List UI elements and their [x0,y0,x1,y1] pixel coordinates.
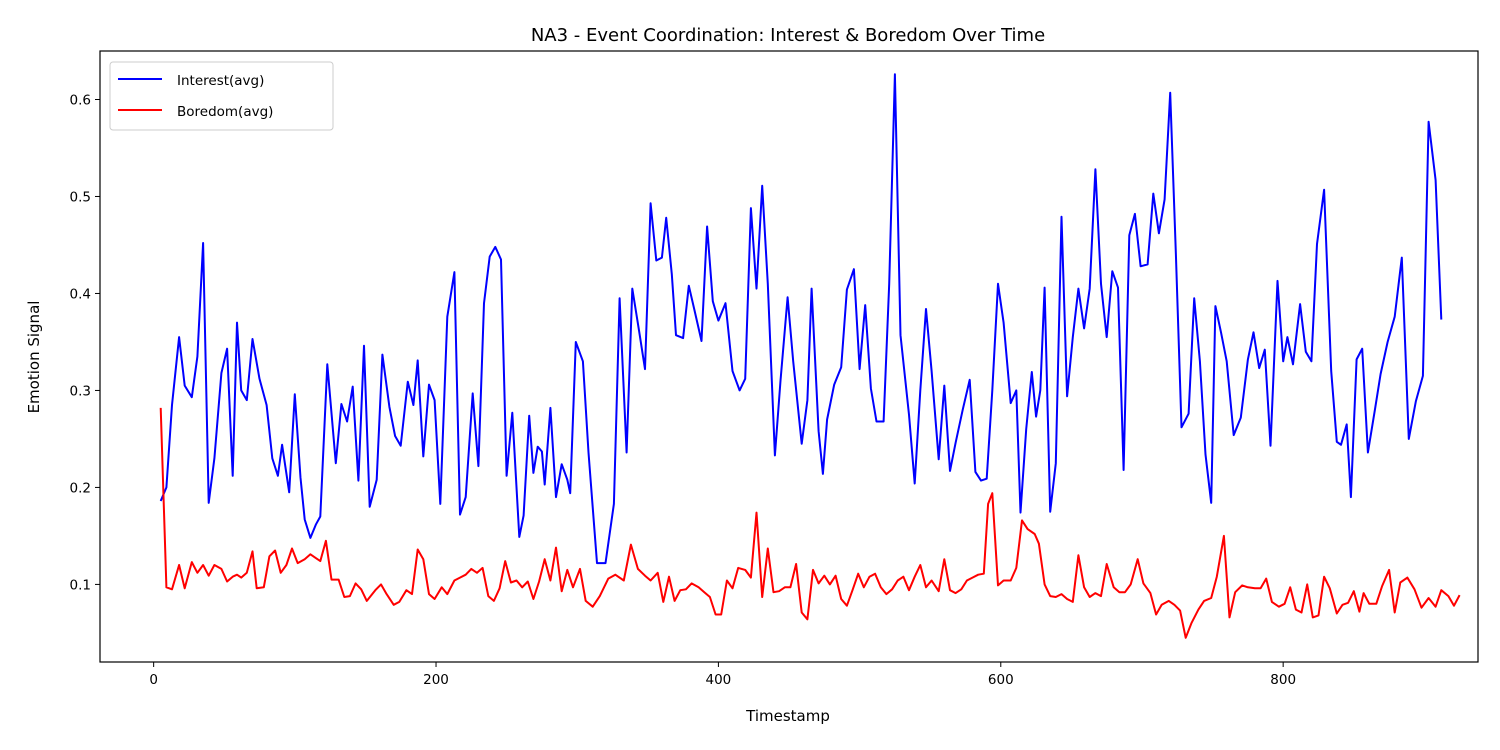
legend-label-boredom: Boredom(avg) [177,104,273,120]
legend-frame [109,61,334,131]
legend: Interest(avg) Boredom(avg) [109,61,334,131]
y-tick-label: 0.1 [70,577,91,593]
y-tick-label: 0.4 [70,286,91,302]
series-layer [159,73,1461,639]
axes-layer: 0 200 400 600 800 0.1 0.2 0.3 0.4 0.5 0.6 [70,50,1479,688]
y-tick-label: 0.2 [70,480,91,496]
legend-label-interest: Interest(avg) [177,73,264,89]
plot-area [100,51,1478,662]
series-line-interest-avg [159,73,1443,565]
x-tick-label: 600 [988,672,1014,688]
x-tick-label: 400 [706,672,732,688]
x-tick-label: 200 [423,672,449,688]
axes-frame [99,50,1479,663]
plot-background [100,51,1478,662]
series-line-boredom-avg [159,407,1461,639]
y-tick-label: 0.3 [70,383,91,399]
x-tick-label: 0 [149,672,158,688]
x-tick-label: 800 [1270,672,1296,688]
y-tick-label: 0.6 [70,92,91,108]
y-tick-label: 0.5 [70,189,91,205]
y-axis-title: Emotion Signal [25,301,43,414]
chart-title: NA3 - Event Coordination: Interest & Bor… [531,25,1045,46]
x-axis-title: Timestamp [745,707,830,725]
